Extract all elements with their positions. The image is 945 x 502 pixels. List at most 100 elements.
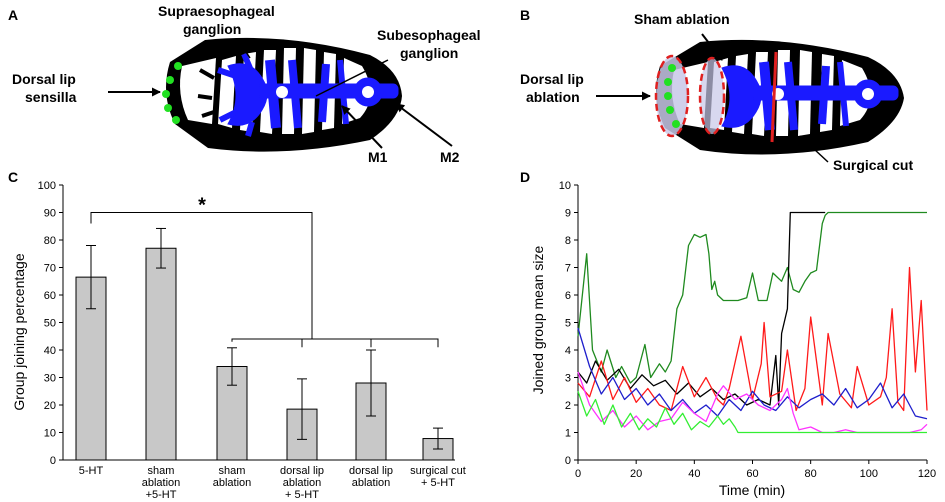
c-y-axis-label: Group joining percentage [11, 253, 27, 410]
d-x-tick-label: 40 [688, 468, 700, 480]
d-y-tick-label: 4 [565, 345, 571, 357]
m2-ganglion-hole-b [862, 88, 874, 100]
d-series [577, 211, 928, 434]
sensilla-dot [664, 92, 672, 100]
nerve-connective-b3 [818, 65, 830, 125]
c-x-tick-line: +5-HT [146, 489, 177, 501]
d-y-tick-label: 6 [565, 290, 571, 302]
c-x-tick-line: dorsal lip [280, 465, 324, 477]
d-x-tick-label: 20 [630, 468, 642, 480]
c-y-tick-label: 30 [44, 373, 56, 385]
c-y-tick-label: 40 [44, 345, 56, 357]
c-y-tick-label: 10 [44, 428, 56, 440]
nerve-connective-a3 [318, 63, 330, 123]
c-x-tick-line: ablation [283, 477, 322, 489]
sensilla-dot [664, 78, 672, 86]
sub-label-line1: Subesophageal [377, 27, 480, 43]
c-x-tick-line: sham [219, 465, 246, 477]
d-series-red [577, 266, 928, 412]
c-x-tick-line: 5-HT [79, 465, 104, 477]
d-x-tick-label: 80 [805, 468, 817, 480]
supra-ganglion-blob-b [721, 65, 762, 128]
panel-a: A [8, 3, 480, 165]
supra-label-line1: Supraesophageal [158, 3, 275, 19]
d-y-tick-label: 3 [565, 373, 571, 385]
m2-arrow [395, 103, 453, 147]
d-y-tick-label: 0 [565, 455, 571, 467]
c-x-tick-line: surgical cut [410, 465, 466, 477]
d-x-tick-label: 120 [918, 468, 936, 480]
d-y-axis-label: Joined group mean size [530, 245, 546, 394]
c-y-axis: 0 10 20 30 40 50 60 70 80 90 100 [38, 180, 455, 467]
d-y-tick-label: 7 [565, 263, 571, 275]
sham-arrow [701, 33, 723, 61]
surgical-cut-line [770, 51, 778, 143]
d-y-tick-label: 10 [559, 180, 571, 192]
m1-arrow [341, 105, 383, 149]
d-x-tick-label: 60 [746, 468, 758, 480]
nerve-connective-b2 [784, 61, 798, 131]
sensilla-dot [172, 116, 180, 124]
d-series-dark-green [577, 211, 927, 384]
d-x-tick-label: 0 [575, 468, 581, 480]
sham-label: Sham ablation [634, 11, 730, 27]
c-x-tick-line: ablation [352, 477, 391, 489]
c-x-tick-label: sham ablation [213, 465, 252, 489]
c-significance-brackets [90, 212, 439, 348]
sensilla-a [162, 62, 182, 124]
c-bars [75, 227, 454, 461]
panel-d-letter: D [520, 169, 530, 185]
cut-label: Surgical cut [833, 157, 913, 173]
c-y-tick-label: 50 [44, 318, 56, 330]
d-y-tick-label: 2 [565, 400, 571, 412]
d-x-axis-label: Time (min) [719, 482, 785, 498]
supra-pointer [237, 39, 251, 59]
sensilla-dot [162, 90, 170, 98]
nerve-branches-a [217, 52, 255, 137]
supra-ganglion-blob-a [227, 63, 268, 126]
d-y-tick-label: 8 [565, 235, 571, 247]
c-x-tick-line: ablation [213, 477, 252, 489]
nerve-connective-a1 [265, 59, 281, 129]
panel-b: B [520, 7, 913, 173]
c-y-tick-label: 0 [50, 455, 56, 467]
c-x-tick-label: dorsal lip ablation [349, 465, 393, 489]
c-x-tick-line: dorsal lip [349, 465, 393, 477]
sub-pointer [315, 59, 389, 97]
d-y-tick-label: 1 [565, 428, 571, 440]
c-y-tick-label: 70 [44, 263, 56, 275]
m2-ganglion-hole-a [362, 86, 374, 98]
c-x-tick-line: + 5-HT [285, 489, 319, 501]
c-x-tick-label: dorsal lip ablation + 5-HT [280, 465, 324, 501]
d-y-tick-label: 5 [565, 318, 571, 330]
nervous-system-a [217, 52, 399, 137]
dorsal-ablation-label-line1: Dorsal lip [520, 71, 584, 87]
cut-pointer [799, 135, 829, 163]
dorsal-sensilla-label-line2: sensilla [25, 89, 77, 105]
m1-label: M1 [368, 149, 388, 165]
nerve-connective-a2 [288, 59, 302, 129]
c-y-tick-label: 20 [44, 400, 56, 412]
c-y-tick-label: 60 [44, 290, 56, 302]
panel-a-letter: A [8, 7, 18, 23]
sensilla-dot [166, 76, 174, 84]
c-x-tick-label: sham ablation +5-HT [142, 465, 181, 501]
nerve-connective-b4 [837, 61, 849, 127]
sensilla-dot [672, 120, 680, 128]
c-y-tick-label: 100 [38, 180, 56, 192]
d-series-blue [577, 327, 928, 420]
dorsal-ablation-label-line2: ablation [526, 89, 580, 105]
c-y-tick-label: 80 [44, 235, 56, 247]
c-x-tick-line: + 5-HT [421, 477, 455, 489]
nervous-system-b [721, 61, 899, 131]
sensilla-b [664, 64, 680, 128]
supra-label-line2: ganglion [183, 21, 241, 37]
panel-b-letter: B [520, 7, 530, 23]
sensilla-dot [174, 62, 182, 70]
ribs-a [197, 68, 215, 118]
sensilla-dot [668, 64, 676, 72]
panel-c-letter: C [8, 169, 18, 185]
